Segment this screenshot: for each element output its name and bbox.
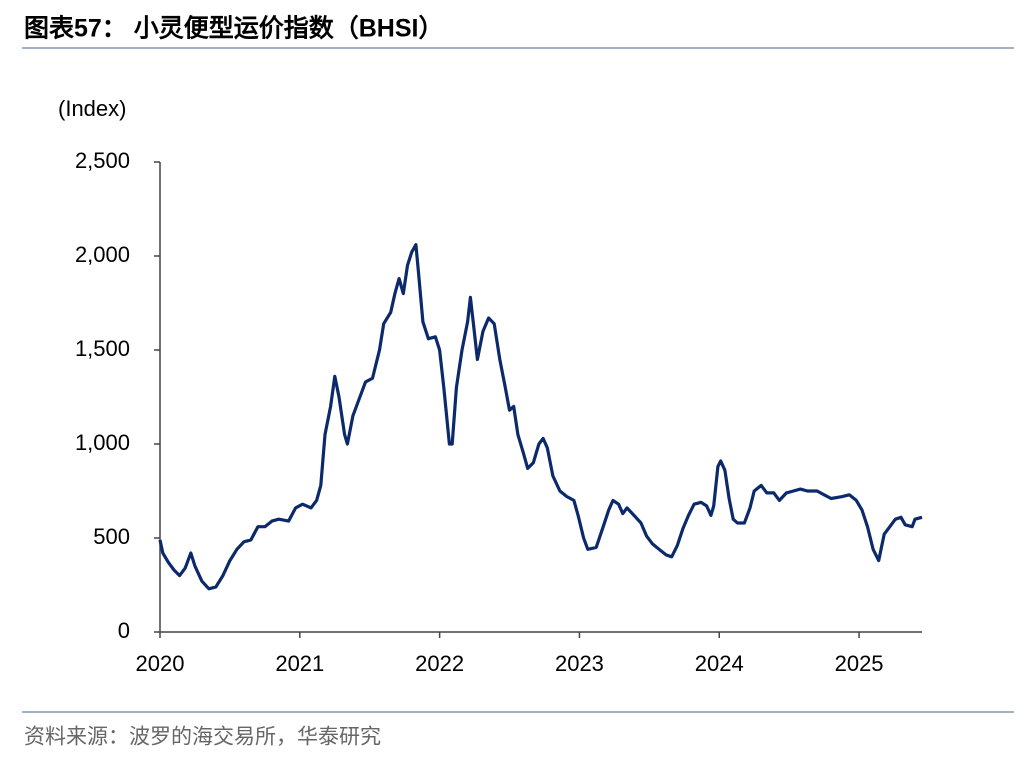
y-tick-label: 1,000 xyxy=(75,430,130,455)
line-series xyxy=(158,243,923,591)
x-tick-label: 2021 xyxy=(275,651,324,676)
x-tick-label: 2023 xyxy=(555,651,604,676)
x-tick-label: 2022 xyxy=(415,651,464,676)
y-tick-label: 1,500 xyxy=(75,336,130,361)
y-tick-label: 0 xyxy=(118,618,130,643)
y-tick-label: 500 xyxy=(93,524,130,549)
y-axis-label: (Index) xyxy=(58,96,126,121)
chart-title: 图表57： 小灵便型运价指数（BHSI） xyxy=(24,14,443,43)
y-tick-label: 2,000 xyxy=(75,242,130,267)
x-tick-label: 2024 xyxy=(695,651,744,676)
y-tick-label: 2,500 xyxy=(75,148,130,173)
x-tick-label: 2025 xyxy=(835,651,884,676)
source-note: 资料来源：波罗的海交易所，华泰研究 xyxy=(24,726,381,749)
x-tick-label: 2020 xyxy=(136,651,185,676)
